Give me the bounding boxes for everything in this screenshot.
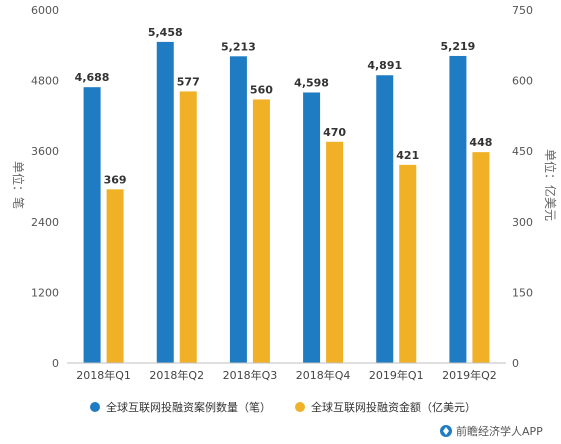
bar-count: [83, 87, 101, 363]
data-labels-group: 4,688 369 5,458 577 5,213 560 4,598 470 4,891 421…: [75, 26, 493, 186]
x-axis-tick-label: 2019年Q1: [369, 368, 424, 382]
x-axis-tick-label: 2018年Q1: [76, 368, 131, 382]
bar-count: [303, 92, 321, 363]
data-label-count: 5,458: [148, 26, 183, 39]
x-axis-tick-label: 2018年Q3: [223, 368, 278, 382]
x-axis-tick-label: 2018年Q4: [296, 368, 351, 382]
left-axis-tick-label: 1200: [31, 286, 59, 299]
right-axis-title: 单位：亿美元: [543, 149, 558, 221]
left-axis-tick-label: 2400: [31, 216, 59, 229]
data-label-amount: 369: [104, 173, 127, 186]
data-label-amount: 421: [396, 149, 419, 162]
right-axis-tick-label: 750: [512, 4, 533, 17]
left-axis-title: 单位：笔: [11, 161, 26, 209]
bar-count: [156, 41, 174, 363]
right-axis-tick-label: 0: [512, 357, 519, 370]
bar-count: [449, 55, 467, 364]
data-label-count: 4,598: [294, 76, 329, 89]
data-label-count: 4,891: [367, 59, 402, 72]
data-label-amount: 577: [177, 75, 200, 88]
right-axis-tick-label: 450: [512, 145, 533, 158]
bar-count: [376, 75, 394, 364]
right-axis-tick-label: 150: [512, 286, 533, 299]
data-label-count: 4,688: [75, 71, 110, 84]
x-axis-tick-label: 2019年Q2: [442, 368, 497, 382]
watermark-text: 前瞻经济学人APP: [456, 424, 543, 438]
bar-amount: [472, 152, 490, 363]
data-label-amount: 560: [250, 83, 273, 96]
data-label-count: 5,213: [221, 40, 256, 53]
right-axis-tick-label: 600: [512, 75, 533, 88]
left-axis-tick-label: 0: [52, 357, 59, 370]
bar-count: [229, 56, 247, 364]
left-axis-tick-label: 4800: [31, 75, 59, 88]
data-label-amount: 448: [469, 136, 492, 149]
data-label-count: 5,219: [441, 40, 476, 53]
bar-amount: [326, 141, 344, 363]
bar-amount: [252, 99, 270, 363]
legend-label-amount: 全球互联网投融资金额（亿美元）: [311, 400, 476, 414]
watermark-logo-mark: [443, 427, 449, 435]
legend-marker-count: [90, 402, 100, 412]
legend-marker-amount: [295, 402, 305, 412]
bar-amount: [179, 91, 197, 364]
bar-amount: [106, 189, 124, 363]
legend: 全球互联网投融资案例数量（笔） 全球互联网投融资金额（亿美元）: [90, 400, 476, 414]
x-axis-tick-label: 2018年Q2: [149, 368, 204, 382]
axes-group: 0 1200 2400 3600 4800 6000 0 150 300 450 600 750 201…: [31, 4, 533, 382]
left-axis-tick-label: 3600: [31, 145, 59, 158]
watermark: 前瞻经济学人APP: [440, 424, 543, 438]
bar-amount: [399, 164, 417, 363]
left-axis-tick-label: 6000: [31, 4, 59, 17]
right-axis-tick-label: 300: [512, 216, 533, 229]
bars-group: [83, 41, 490, 364]
legend-label-count: 全球互联网投融资案例数量（笔）: [106, 400, 271, 414]
data-label-amount: 470: [323, 126, 346, 139]
